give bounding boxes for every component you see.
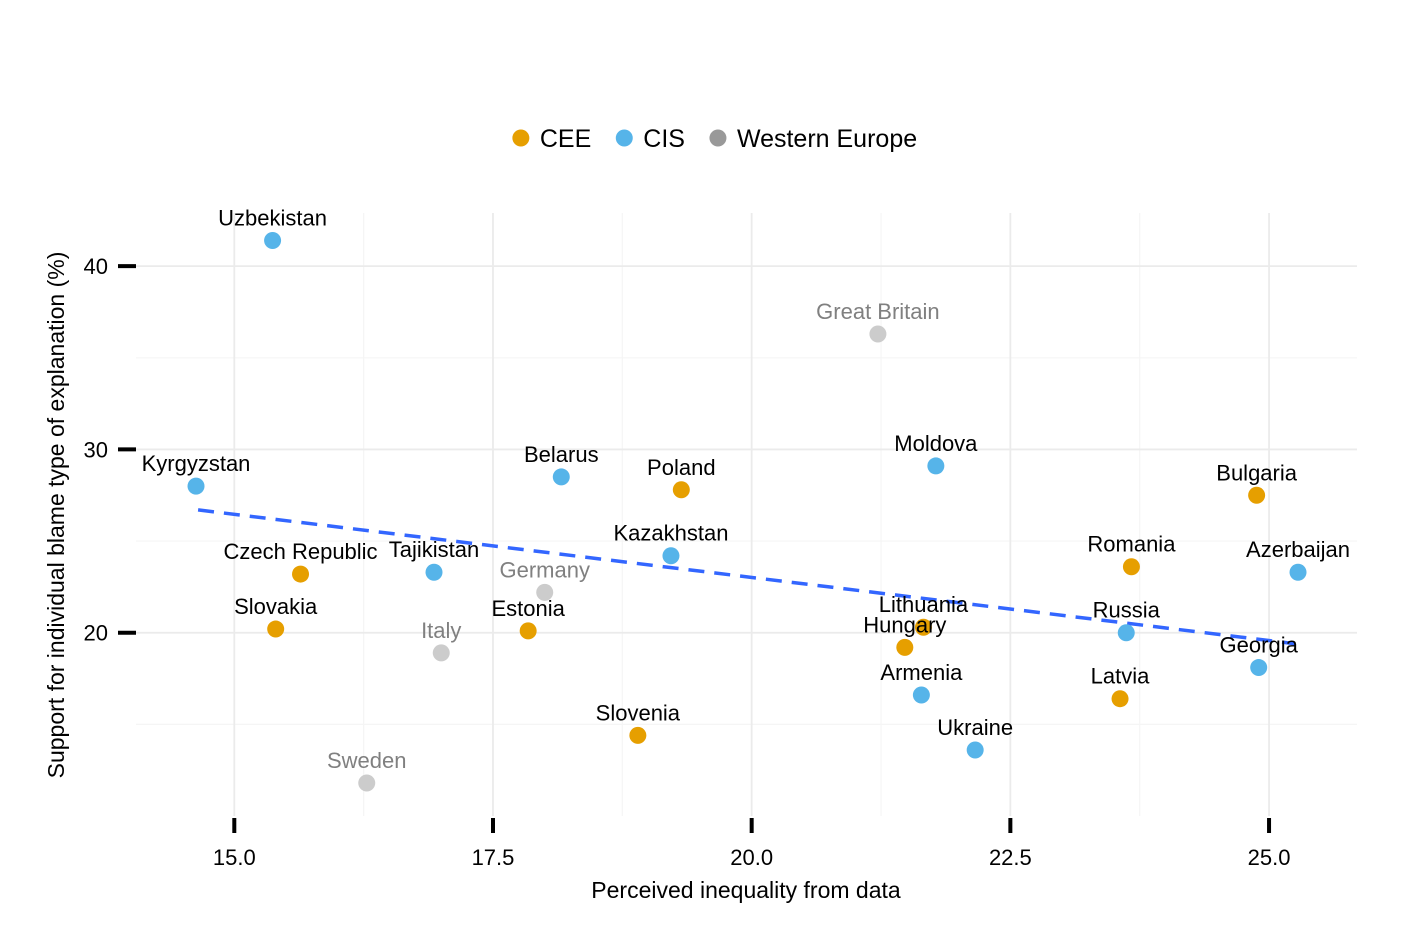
x-tick-label: 22.5 bbox=[989, 845, 1032, 870]
point-romania bbox=[1122, 558, 1140, 576]
point-labels-layer: Uzbekistan Great Britain Kyrgyzstan Belarus… bbox=[142, 205, 1350, 773]
point-lithuania bbox=[914, 618, 932, 636]
point-russia bbox=[1117, 624, 1135, 642]
point-slovenia bbox=[629, 726, 647, 744]
label-kazakhstan: Kazakhstan bbox=[613, 521, 728, 546]
label-russia: Russia bbox=[1093, 598, 1161, 623]
label-slovakia: Slovakia bbox=[234, 594, 318, 619]
label-czech-republic: Czech Republic bbox=[223, 539, 377, 564]
trend-line bbox=[197, 508, 1296, 646]
y-tick-label: 30 bbox=[84, 437, 108, 462]
point-italy bbox=[432, 644, 450, 662]
point-latvia bbox=[1111, 690, 1129, 708]
point-kazakhstan bbox=[662, 547, 680, 565]
label-georgia: Georgia bbox=[1220, 633, 1299, 658]
point-belarus bbox=[552, 468, 570, 486]
point-azerbaijan bbox=[1289, 563, 1307, 581]
label-belarus: Belarus bbox=[524, 442, 599, 467]
label-germany: Germany bbox=[499, 557, 589, 582]
x-tick-label: 15.0 bbox=[213, 845, 256, 870]
grid bbox=[136, 213, 1357, 816]
y-tick-label: 40 bbox=[84, 254, 108, 279]
point-armenia bbox=[912, 686, 930, 704]
point-bulgaria bbox=[1248, 486, 1266, 504]
point-estonia bbox=[519, 622, 537, 640]
point-kyrgyzstan bbox=[187, 477, 205, 495]
label-moldova: Moldova bbox=[894, 431, 978, 456]
trend-line-layer bbox=[197, 508, 1296, 646]
point-germany bbox=[536, 583, 554, 601]
x-axis-title: Perceived inequality from data bbox=[591, 877, 901, 903]
point-poland bbox=[672, 481, 690, 499]
legend-label-we: Western Europe bbox=[737, 125, 917, 153]
label-kyrgyzstan: Kyrgyzstan bbox=[142, 451, 251, 476]
label-sweden: Sweden bbox=[327, 748, 407, 773]
label-tajikistan: Tajikistan bbox=[389, 537, 479, 562]
axes: 15.0 17.5 20.0 22.5 25.0 20 30 40 bbox=[84, 254, 1291, 870]
y-axis-title: Support for individual blame type of exp… bbox=[43, 252, 69, 779]
label-lithuania: Lithuania bbox=[879, 592, 969, 617]
point-ukraine bbox=[966, 741, 984, 759]
legend: CEE CIS Western Europe bbox=[512, 125, 917, 153]
label-italy: Italy bbox=[421, 618, 461, 643]
legend-key-cee bbox=[512, 129, 530, 147]
point-georgia bbox=[1250, 659, 1268, 677]
point-moldova bbox=[927, 457, 945, 475]
point-uzbekistan bbox=[264, 231, 282, 249]
x-tick-label: 25.0 bbox=[1248, 845, 1291, 870]
label-azerbaijan: Azerbaijan bbox=[1246, 537, 1350, 562]
point-slovakia bbox=[267, 620, 285, 638]
label-hungary: Hungary bbox=[863, 612, 946, 637]
legend-key-we bbox=[709, 129, 727, 147]
legend-key-cis bbox=[615, 129, 633, 147]
point-czech-republic bbox=[292, 565, 310, 583]
label-bulgaria: Bulgaria bbox=[1216, 460, 1297, 485]
label-uzbekistan: Uzbekistan bbox=[218, 205, 327, 230]
x-tick-label: 17.5 bbox=[472, 845, 515, 870]
point-sweden bbox=[358, 774, 376, 792]
label-poland: Poland bbox=[647, 455, 716, 480]
label-armenia: Armenia bbox=[880, 660, 963, 685]
label-estonia: Estonia bbox=[491, 596, 565, 621]
point-hungary bbox=[896, 638, 914, 656]
y-tick-label: 20 bbox=[84, 621, 108, 646]
legend-label-cis: CIS bbox=[643, 125, 685, 153]
x-tick-label: 20.0 bbox=[730, 845, 773, 870]
label-romania: Romania bbox=[1087, 532, 1176, 557]
label-great-britain: Great Britain bbox=[816, 299, 940, 324]
points-layer bbox=[187, 231, 1307, 792]
legend-label-cee: CEE bbox=[540, 125, 591, 153]
label-latvia: Latvia bbox=[1091, 664, 1150, 689]
point-great-britain bbox=[869, 325, 887, 343]
label-ukraine: Ukraine bbox=[937, 715, 1013, 740]
label-slovenia: Slovenia bbox=[596, 700, 681, 725]
point-tajikistan bbox=[425, 563, 443, 581]
